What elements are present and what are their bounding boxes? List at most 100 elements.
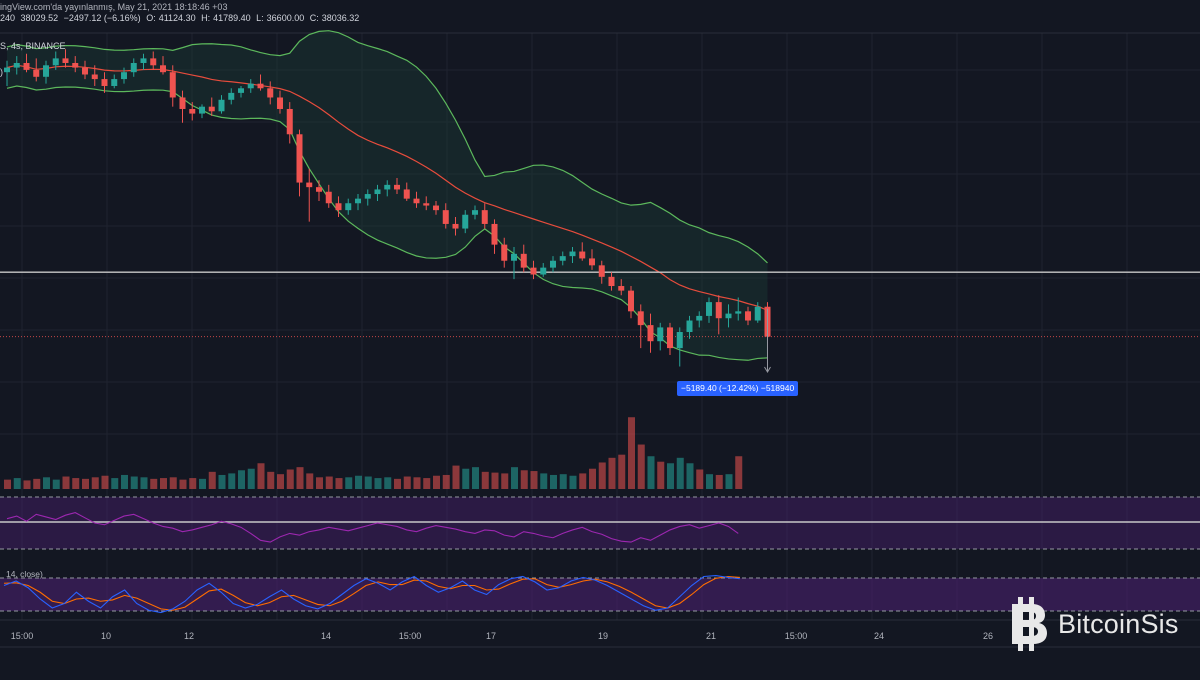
volume-bar: [52, 479, 60, 489]
candle-body: [43, 65, 49, 77]
candle-body: [520, 253, 527, 268]
volume-bar: [374, 478, 382, 489]
candle-body: [277, 97, 283, 109]
stoch-k-line: [3, 575, 741, 614]
candle-body: [208, 106, 215, 112]
candle-body: [589, 258, 595, 266]
candle-body: [433, 205, 439, 211]
volume-bar: [199, 478, 206, 489]
volume-bar: [696, 469, 704, 489]
measure-label: −5189.40 (−12.42%) −518940: [677, 381, 799, 396]
candle-body: [4, 67, 10, 73]
time-axis: 15:00 10 12 14 15:00 17 19 21 15:00 24 26: [0, 625, 1200, 647]
volume-bar: [43, 477, 50, 489]
candle-body: [481, 210, 488, 224]
ohlc-legend: 240 38029.52 −2497.12 (−6.16%) O: 41124.3…: [0, 13, 359, 24]
volume-bar: [608, 457, 616, 489]
volume-bar: [569, 475, 577, 489]
candle-body: [413, 198, 420, 204]
candle-body: [62, 58, 69, 63]
volume-bar: [72, 478, 80, 489]
candle-body: [403, 189, 410, 199]
volume-bar: [384, 477, 392, 489]
candle-body: [160, 65, 166, 73]
volume-bar: [238, 470, 245, 489]
volume-bar: [121, 474, 128, 489]
time-tick-label: 14: [320, 631, 332, 641]
candle-body: [189, 108, 196, 114]
interval: 240: [0, 13, 16, 23]
volume-bar: [208, 471, 216, 489]
volume-bar: [277, 474, 284, 489]
high-value: 41789.40: [213, 13, 251, 23]
chart-header-source: ingView.com'da yayınlanmış, May 21, 2021…: [0, 2, 227, 13]
close-value: 38036.32: [321, 13, 360, 23]
bitcoin-b-icon: [1012, 597, 1047, 651]
candle-body: [754, 306, 761, 321]
rsi-line: [6, 512, 739, 543]
volume-bar: [150, 478, 158, 489]
volume-bar: [189, 478, 197, 489]
close-label: C:: [309, 13, 319, 23]
volume-bar: [735, 456, 743, 489]
candle-body: [335, 203, 342, 211]
candle-body: [423, 203, 430, 206]
volume-bar: [706, 474, 713, 489]
candle-body: [23, 62, 30, 70]
candle-body: [637, 311, 644, 326]
candle-body: [579, 251, 586, 259]
candle-body: [472, 210, 478, 215]
volume-bar: [306, 473, 314, 489]
candle-body: [140, 58, 147, 63]
volume-bar: [140, 477, 148, 489]
last-price: 38029.52: [20, 13, 59, 23]
candle-body: [647, 325, 654, 342]
time-tick-label: 12: [183, 631, 195, 641]
volume-bar: [686, 463, 694, 489]
volume-bar: [530, 471, 538, 489]
open-value: 41124.30: [158, 13, 196, 23]
volume-bar: [637, 444, 645, 489]
volume-bar: [101, 475, 109, 489]
bollinger-upper: [6, 30, 768, 264]
candle-body: [267, 88, 274, 98]
candle-body: [218, 99, 225, 112]
volume-bar: [13, 478, 21, 489]
volume-bar: [316, 477, 323, 489]
stoch-band: [0, 578, 1200, 611]
watermark-text: BitcoinSis: [1058, 608, 1179, 639]
volume-bar: [676, 457, 684, 489]
volume-bar: [33, 478, 41, 489]
volume-bar: [160, 478, 167, 489]
volume-bar: [286, 469, 294, 489]
volume-bar: [472, 467, 479, 489]
candle-body: [257, 83, 264, 89]
volume-bar: [628, 417, 635, 489]
time-tick-label: 17: [485, 631, 497, 641]
stoch-d-line: [3, 575, 741, 611]
candle-body: [238, 88, 244, 93]
watermark: BitcoinSis: [1008, 596, 1179, 652]
candle-body: [540, 267, 547, 275]
candle-body: [286, 108, 293, 135]
candle-body: [715, 302, 722, 319]
candle-body: [82, 67, 88, 75]
rsi-band: [0, 497, 1200, 549]
volume-bar: [364, 476, 372, 489]
candle-body: [550, 260, 556, 268]
price-change: −2497.12 (−6.16%): [63, 13, 141, 23]
volume-bar: [218, 474, 226, 489]
candle-body: [394, 184, 400, 190]
candle-body: [296, 134, 303, 183]
volume-bar: [540, 473, 548, 489]
candle-body: [706, 302, 712, 316]
candle-body: [33, 69, 40, 77]
low-label: L:: [256, 13, 264, 23]
volume-bar: [462, 468, 470, 489]
volume-bar: [91, 477, 99, 489]
volume-bar: [169, 477, 177, 489]
volume-bar: [345, 477, 353, 489]
volume-bar: [355, 475, 362, 489]
candle-body: [228, 92, 235, 100]
